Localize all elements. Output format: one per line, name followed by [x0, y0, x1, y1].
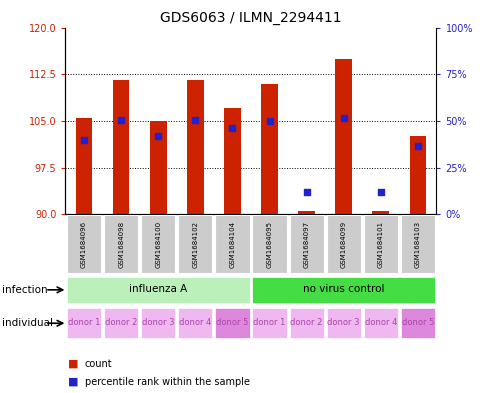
Bar [326, 215, 360, 273]
Text: donor 4: donor 4 [179, 318, 211, 327]
Text: GSM1684099: GSM1684099 [340, 220, 346, 268]
Text: no virus control: no virus control [302, 284, 384, 294]
Text: GSM1684103: GSM1684103 [414, 220, 420, 268]
Bar [326, 308, 360, 338]
Text: GSM1684097: GSM1684097 [303, 220, 309, 268]
Text: donor 1: donor 1 [253, 318, 285, 327]
Bar [252, 308, 286, 338]
Text: GSM1684096: GSM1684096 [81, 220, 87, 268]
Bar [104, 308, 138, 338]
Bar [335, 59, 351, 214]
Bar [141, 308, 175, 338]
Point [302, 189, 310, 196]
Text: donor 3: donor 3 [142, 318, 174, 327]
Text: GSM1684104: GSM1684104 [229, 220, 235, 268]
Bar [215, 215, 249, 273]
Text: percentile rank within the sample: percentile rank within the sample [85, 377, 249, 387]
Bar [289, 308, 323, 338]
Text: donor 3: donor 3 [327, 318, 359, 327]
Bar [363, 308, 397, 338]
Bar [261, 84, 277, 214]
Text: GSM1684101: GSM1684101 [377, 220, 383, 268]
Bar [409, 136, 425, 214]
Text: GSM1684095: GSM1684095 [266, 220, 272, 268]
Text: infection: infection [2, 285, 48, 295]
Point [154, 133, 162, 140]
Bar [76, 118, 92, 214]
Text: donor 2: donor 2 [105, 318, 137, 327]
Bar [67, 277, 249, 303]
Bar [113, 81, 129, 214]
Text: GSM1684102: GSM1684102 [192, 220, 198, 268]
Point [117, 116, 125, 123]
Bar [224, 108, 240, 214]
Bar [150, 121, 166, 214]
Bar [289, 215, 323, 273]
Text: ■: ■ [68, 358, 78, 369]
Text: donor 2: donor 2 [290, 318, 322, 327]
Text: ■: ■ [68, 377, 78, 387]
Bar [187, 81, 203, 214]
Text: GSM1684100: GSM1684100 [155, 220, 161, 268]
Point [80, 136, 88, 143]
Title: GDS6063 / ILMN_2294411: GDS6063 / ILMN_2294411 [160, 11, 341, 25]
Bar [67, 308, 101, 338]
Point [191, 116, 199, 123]
Bar [252, 215, 286, 273]
Text: donor 5: donor 5 [401, 318, 433, 327]
Text: GSM1684098: GSM1684098 [118, 220, 124, 268]
Bar [178, 308, 212, 338]
Bar [372, 211, 388, 214]
Text: count: count [85, 358, 112, 369]
Bar [215, 308, 249, 338]
Text: influenza A: influenza A [129, 284, 187, 294]
Point [228, 125, 236, 131]
Bar [67, 215, 101, 273]
Bar [178, 215, 212, 273]
Point [265, 118, 273, 124]
Bar [141, 215, 175, 273]
Text: donor 5: donor 5 [216, 318, 248, 327]
Point [376, 189, 384, 196]
Bar [298, 211, 314, 214]
Point [339, 115, 347, 121]
Bar [400, 215, 434, 273]
Text: individual: individual [2, 318, 53, 328]
Text: donor 1: donor 1 [68, 318, 100, 327]
Bar [400, 308, 434, 338]
Text: donor 4: donor 4 [364, 318, 396, 327]
Point [413, 143, 421, 149]
Bar [252, 277, 434, 303]
Bar [363, 215, 397, 273]
Bar [104, 215, 138, 273]
